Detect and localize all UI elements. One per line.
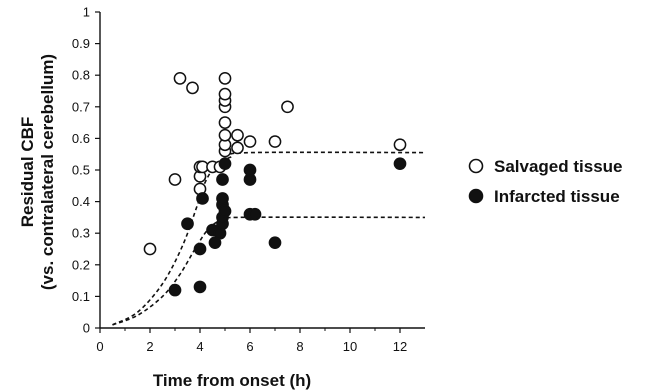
infarcted-point	[193, 242, 207, 256]
infarcted-point	[243, 163, 257, 177]
x-tick-label: 2	[146, 339, 153, 354]
y-tick-label: 0.5	[72, 163, 90, 178]
y-tick-label: 0.3	[72, 226, 90, 241]
x-axis-title: Time from onset (h)	[153, 371, 311, 390]
x-tick-label: 12	[393, 339, 407, 354]
infarcted-point	[196, 192, 209, 205]
salvaged-point	[168, 173, 182, 186]
legend-label-infarcted: Infarcted tissue	[494, 187, 620, 206]
y-tick-label: 0.1	[72, 289, 90, 304]
infarcted-point	[193, 280, 207, 294]
y-tick-label: 0.8	[72, 68, 90, 83]
infarcted-point	[216, 192, 229, 205]
salvaged-point	[218, 128, 232, 142]
legend-marker-infarcted	[468, 188, 484, 204]
infarcted-trend-curve	[112, 216, 426, 326]
infarcted-point	[216, 173, 229, 186]
salvaged-trend-curve	[112, 151, 426, 326]
x-tick-label: 8	[296, 339, 303, 354]
ticks: 0 2 4 6 8 10 12 0 0.1 0.2 0.3 0.4 0.5 0.6 0.7 0.8 0.9 1	[72, 5, 407, 355]
infarcted-point	[268, 236, 282, 250]
y-tick-label: 0.2	[72, 257, 90, 272]
infarcted-point	[181, 217, 194, 231]
salvaged-point	[243, 135, 257, 148]
y-tick-label: 0.7	[72, 99, 90, 114]
salvaged-point	[173, 72, 187, 85]
salvaged-point	[218, 116, 232, 129]
infarcted-point	[393, 157, 407, 171]
salvaged-point	[143, 242, 157, 256]
y-tick-label: 1	[83, 5, 90, 20]
infarcted-point	[218, 157, 232, 171]
x-tick-label: 6	[246, 339, 253, 354]
x-tick-label: 0	[96, 339, 103, 354]
legend-label-salvaged: Salvaged tissue	[494, 157, 623, 176]
infarcted-point	[248, 207, 262, 221]
y-tick-label: 0.4	[72, 194, 90, 209]
legend-marker-salvaged	[468, 158, 484, 174]
salvaged-point	[268, 135, 282, 148]
salvaged-point	[218, 72, 232, 85]
trend-curves	[112, 151, 426, 326]
y-tick-label: 0.9	[72, 36, 90, 51]
infarcted-point	[168, 283, 182, 297]
salvaged-point	[231, 128, 244, 142]
x-tick-label: 10	[343, 339, 357, 354]
x-tick-label: 4	[196, 339, 203, 354]
axes	[99, 12, 425, 329]
y-axis-subtitle: (vs. contralateral cerebellum)	[38, 54, 57, 290]
data-points	[143, 72, 407, 297]
salvaged-point	[218, 87, 232, 101]
infarcted-point	[218, 204, 232, 218]
salvaged-point	[281, 100, 294, 114]
salvaged-point	[231, 141, 244, 155]
y-axis-title: Residual CBF	[18, 117, 37, 228]
y-tick-label: 0.6	[72, 131, 90, 146]
legend: Salvaged tissue Infarcted tissue	[468, 157, 623, 206]
salvaged-point	[186, 81, 199, 95]
y-tick-label: 0	[83, 321, 90, 336]
salvaged-point	[393, 138, 407, 152]
